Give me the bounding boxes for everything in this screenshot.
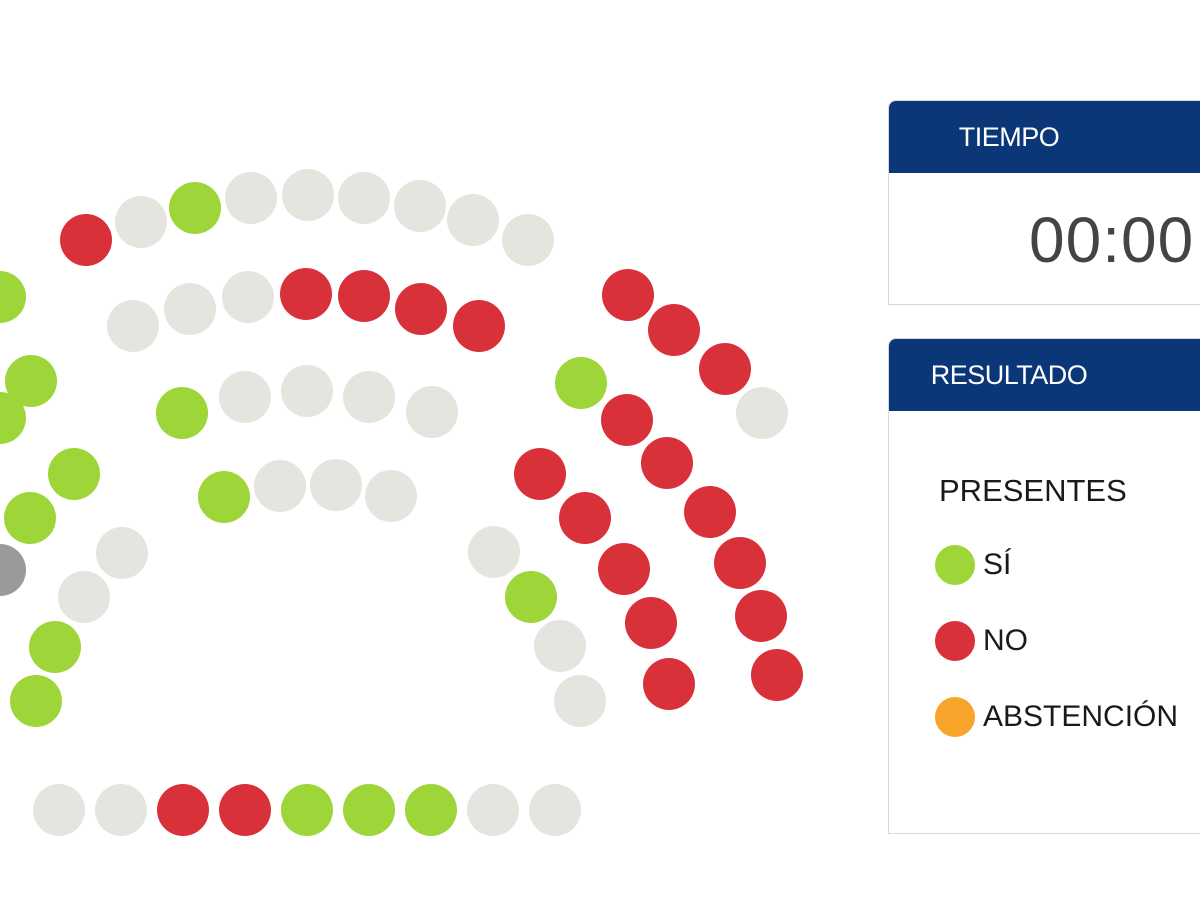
seat-no	[280, 268, 332, 320]
seat-no	[514, 448, 566, 500]
timer-value: 00:00	[1029, 204, 1195, 276]
seat-empty	[225, 172, 277, 224]
seat-yes	[281, 784, 333, 836]
timer-panel: TIEMPO 00:00	[888, 100, 1200, 305]
seat-empty	[447, 194, 499, 246]
seat-yes	[343, 784, 395, 836]
legend-abstention: ABSTENCIÓN	[935, 697, 1200, 737]
seat-yes	[405, 784, 457, 836]
result-panel: RESULTADO PRESENTES SÍ NO ABSTENCIÓN	[888, 338, 1200, 834]
seat-no	[601, 394, 653, 446]
seat-yes	[169, 182, 221, 234]
seat-no	[699, 343, 751, 395]
seat-empty	[736, 387, 788, 439]
seat-no	[648, 304, 700, 356]
seat-empty	[164, 283, 216, 335]
seat-no	[641, 437, 693, 489]
seat-empty	[406, 386, 458, 438]
yes-dot-icon	[935, 545, 975, 585]
legend-label: SÍ	[983, 548, 1012, 581]
seat-no	[157, 784, 209, 836]
seat-no	[735, 590, 787, 642]
seat-no	[219, 784, 271, 836]
seat-empty	[365, 470, 417, 522]
seat-empty	[468, 526, 520, 578]
seat-no	[602, 269, 654, 321]
seat-no	[453, 300, 505, 352]
seat-no	[395, 283, 447, 335]
hemicycle-seat-map	[0, 169, 803, 836]
seat-empty	[343, 371, 395, 423]
seat-no	[598, 543, 650, 595]
legend-label: NO	[983, 624, 1028, 657]
seat-empty	[281, 365, 333, 417]
seat-yes	[10, 675, 62, 727]
seat-empty	[282, 169, 334, 221]
seat-no	[643, 658, 695, 710]
seat-empty	[58, 571, 110, 623]
seat-yes	[156, 387, 208, 439]
seat-no	[751, 649, 803, 701]
seat-no	[684, 486, 736, 538]
seat-empty	[222, 271, 274, 323]
legend-label: ABSTENCIÓN	[983, 700, 1179, 733]
seat-empty	[394, 180, 446, 232]
seat-empty	[467, 784, 519, 836]
legend-yes: SÍ	[935, 545, 1200, 585]
seat-yes	[505, 571, 557, 623]
present-label: PRESENTES	[939, 473, 1127, 508]
seat-empty	[115, 196, 167, 248]
seat-no	[559, 492, 611, 544]
seat-no	[338, 270, 390, 322]
seat-yes	[4, 492, 56, 544]
seat-yes	[555, 357, 607, 409]
seat-empty	[338, 172, 390, 224]
seat-yes	[0, 271, 26, 323]
seat-absent	[0, 544, 26, 596]
seat-empty	[95, 784, 147, 836]
seat-no	[60, 214, 112, 266]
seat-yes	[48, 448, 100, 500]
timer-header: TIEMPO	[889, 101, 1200, 173]
seat-empty	[554, 675, 606, 727]
seat-empty	[96, 527, 148, 579]
abstention-dot-icon	[935, 697, 975, 737]
seat-empty	[219, 371, 271, 423]
seat-empty	[33, 784, 85, 836]
no-dot-icon	[935, 621, 975, 661]
seat-no	[714, 537, 766, 589]
legend-no: NO	[935, 621, 1200, 661]
seat-empty	[107, 300, 159, 352]
seat-empty	[534, 620, 586, 672]
seat-yes	[198, 471, 250, 523]
seat-no	[625, 597, 677, 649]
seat-empty	[254, 460, 306, 512]
seat-empty	[310, 459, 362, 511]
seat-yes	[29, 621, 81, 673]
seat-empty	[529, 784, 581, 836]
seat-empty	[502, 214, 554, 266]
result-header: RESULTADO	[889, 339, 1200, 411]
